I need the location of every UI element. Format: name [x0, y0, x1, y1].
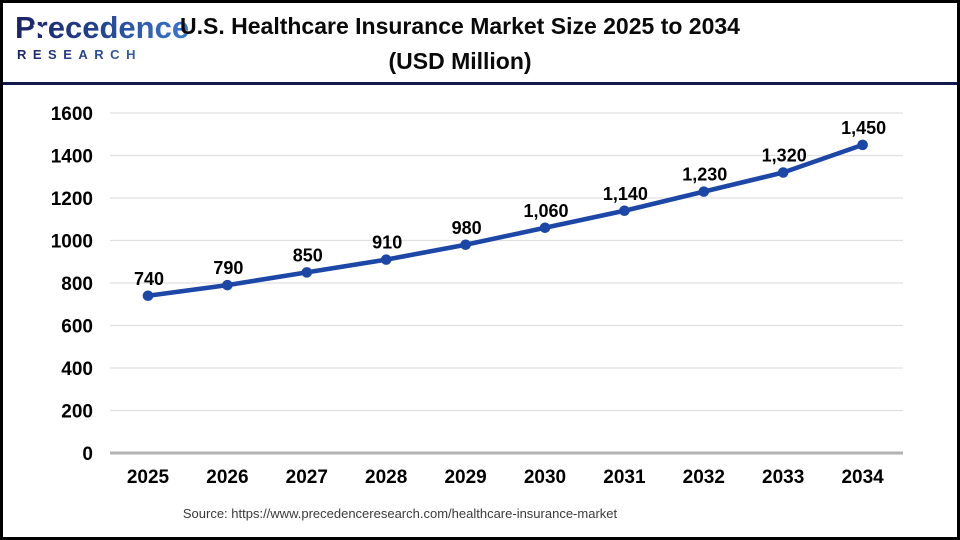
source-attribution: Source: https://www.precedenceresearch.c… — [182, 506, 618, 521]
x-axis-tick: 2032 — [683, 467, 725, 488]
data-point-marker — [301, 267, 313, 278]
data-point-marker — [460, 239, 471, 251]
data-label: 790 — [213, 258, 243, 278]
chart-title-line2: (USD Million) — [388, 48, 532, 74]
logo-wordmark: Precedence — [15, 11, 195, 45]
data-label: 980 — [452, 218, 482, 238]
x-axis-tick: 2026 — [206, 467, 248, 488]
x-axis-tick: 2033 — [762, 467, 804, 488]
line-chart: 0 200 400 600 800 1000 1200 1400 1600 2025 2026 202… — [51, 104, 903, 488]
y-axis-tick: 1000 — [51, 232, 93, 253]
precedence-research-logo: Precedence RESEARCH — [15, 11, 195, 62]
y-axis-tick: 600 — [61, 317, 93, 338]
x-axis-tick: 2029 — [444, 467, 486, 488]
x-axis-tick: 2034 — [841, 467, 884, 488]
logo-subtitle: RESEARCH — [17, 47, 195, 62]
y-axis-tick: 800 — [61, 274, 93, 295]
data-point-marker — [698, 186, 710, 197]
data-point-marker — [380, 254, 392, 265]
data-label: 850 — [293, 245, 323, 265]
data-point-marker — [777, 167, 789, 178]
data-label: 1,320 — [762, 146, 807, 166]
data-label: 1,230 — [682, 165, 727, 185]
data-point-marker — [857, 139, 868, 151]
header-separator — [3, 82, 957, 85]
x-axis-tick: 2031 — [603, 467, 646, 488]
data-point-marker — [222, 279, 233, 291]
y-axis-tick: 1400 — [51, 147, 93, 168]
x-axis-tick: 2030 — [524, 467, 566, 488]
y-axis-tick: 400 — [61, 359, 93, 380]
y-axis-tick: 1200 — [51, 189, 93, 210]
x-axis-tick: 2027 — [286, 467, 328, 488]
x-axis-tick: 2028 — [365, 467, 407, 488]
data-point-marker — [619, 205, 630, 217]
y-axis-tick: 1600 — [51, 104, 93, 125]
y-axis-tick: 0 — [82, 444, 93, 465]
y-axis-tick: 200 — [61, 402, 93, 423]
chart-title-line1: U.S. Healthcare Insurance Market Size 20… — [180, 13, 740, 39]
series-line — [145, 142, 865, 299]
x-axis-tick: 2025 — [127, 467, 170, 488]
data-label: 910 — [372, 233, 402, 253]
data-label: 1,140 — [603, 184, 648, 204]
data-point-marker — [539, 222, 551, 234]
chart-title: U.S. Healthcare Insurance Market Size 20… — [3, 9, 917, 79]
data-label: 1,450 — [841, 118, 886, 138]
data-point-marker — [142, 290, 154, 302]
data-label: 1,060 — [523, 201, 568, 221]
data-label: 740 — [134, 269, 164, 289]
